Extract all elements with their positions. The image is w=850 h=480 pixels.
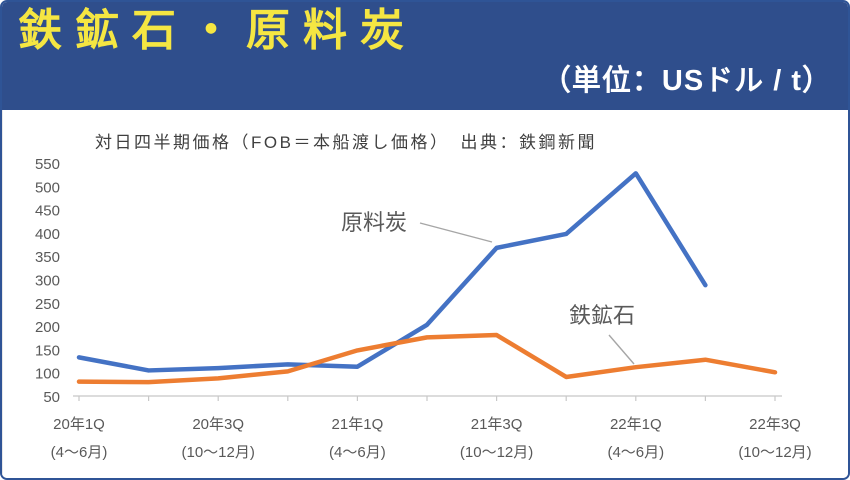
- iron-ore-label-leader: [608, 334, 635, 365]
- x-axis-label-quarter: 22年3Q: [749, 416, 801, 433]
- coking-coal-label: 原料炭: [341, 210, 407, 235]
- y-axis-label: 550: [35, 156, 60, 173]
- x-axis-label-quarter: 21年3Q: [471, 416, 523, 433]
- x-axis-label-months: (4～6月): [329, 444, 386, 461]
- y-axis-label: 150: [35, 342, 60, 359]
- y-axis-label: 300: [35, 273, 60, 290]
- x-axis-label-months: (10～12月): [182, 444, 255, 461]
- x-axis-label-quarter: 20年1Q: [53, 416, 105, 433]
- x-axis-label-months: (10～12月): [460, 444, 533, 461]
- y-axis-label: 400: [35, 226, 60, 243]
- y-axis-label: 350: [35, 249, 60, 266]
- y-axis-label: 250: [35, 296, 60, 313]
- iron-ore-line: [76, 332, 778, 385]
- chart-area: 対日四半期価格（FOB＝本船渡し価格） 出典：鉄鋼新聞 550 500 450 400…: [2, 110, 848, 478]
- coking-coal-label-leader: [419, 222, 493, 243]
- page-title: 鉄鉱石・原料炭: [18, 6, 417, 55]
- unit-label: （単位：USドル / t）: [541, 65, 832, 98]
- y-axis-label: 50: [43, 389, 60, 406]
- y-axis-label: 200: [35, 319, 60, 336]
- y-axis-label: 450: [35, 203, 60, 220]
- y-axis-label: 500: [35, 179, 60, 196]
- chart-title: 対日四半期価格（FOB＝本船渡し価格） 出典：鉄鋼新聞: [95, 133, 597, 152]
- x-axis-label-quarter: 20年3Q: [192, 416, 244, 433]
- x-axis-label-months: (4～6月): [51, 444, 108, 461]
- x-axis-label-quarter: 21年1Q: [332, 416, 384, 433]
- coking-coal-line: [76, 171, 708, 373]
- y-axis-label: 100: [35, 366, 60, 383]
- iron-ore-label: 鉄鉱石: [569, 303, 635, 328]
- x-axis-label-months: (10～12月): [738, 444, 811, 461]
- x-axis-label-months: (4～6月): [607, 444, 664, 461]
- header: 鉄鉱石・原料炭 （単位：USドル / t）: [2, 2, 848, 110]
- x-axis-label-quarter: 22年1Q: [610, 416, 662, 433]
- price-chart-svg: 550 500 450 400 350 300 250 200 150 100 50 20年1Q (4～…: [35, 156, 812, 461]
